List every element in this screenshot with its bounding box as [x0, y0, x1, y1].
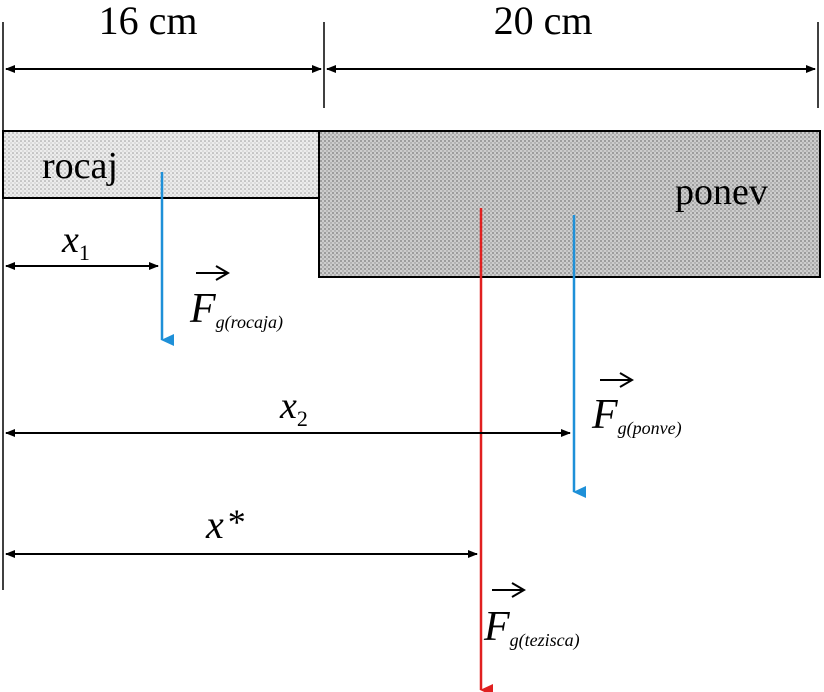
pan-length-label: 20 cm [494, 0, 593, 43]
svg-text:Fg(ponve): Fg(ponve) [591, 392, 682, 439]
distance-label-xstar: x * [205, 502, 246, 547]
handle-length-label: 16 cm [99, 0, 198, 43]
distance-label-x2: x2 [279, 385, 308, 431]
pan-label: ponev [675, 171, 768, 213]
svg-text:Fg(tezisca): Fg(tezisca) [483, 604, 580, 651]
svg-text:Fg(rocaja): Fg(rocaja) [189, 286, 283, 333]
force-label-center-of-mass: Fg(tezisca) [483, 582, 580, 651]
pan-body [318, 130, 821, 278]
force-label-handle: Fg(rocaja) [189, 265, 283, 333]
distance-label-x1: x1 [61, 219, 90, 265]
force-label-pan: Fg(ponve) [591, 372, 682, 439]
handle-label: rocaj [42, 145, 118, 187]
